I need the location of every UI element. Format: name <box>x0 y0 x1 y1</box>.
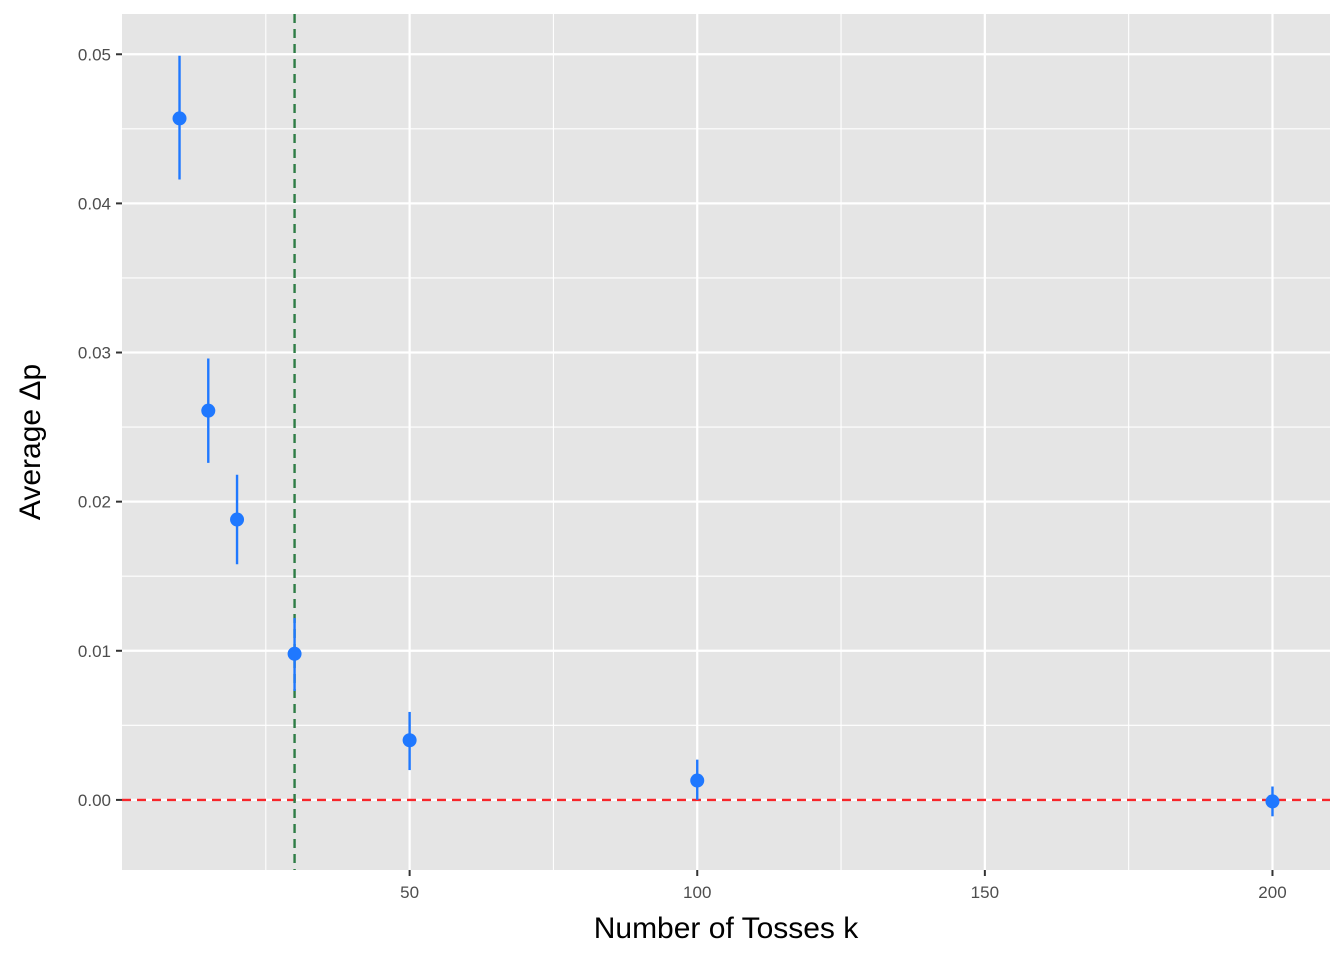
plot-panel <box>122 14 1330 870</box>
data-point <box>1265 794 1280 809</box>
y-axis: 0.00 0.01 0.02 0.03 0.04 0.05 <box>78 45 122 810</box>
data-point <box>230 512 245 527</box>
data-point <box>287 646 302 661</box>
y-tick-label: 0.04 <box>78 194 111 213</box>
x-tick-label: 50 <box>400 883 419 902</box>
data-point <box>402 733 417 748</box>
y-tick-label: 0.03 <box>78 344 111 363</box>
y-tick-label: 0.05 <box>78 45 111 64</box>
x-tick-label: 100 <box>683 883 711 902</box>
reference-lines <box>122 14 1330 870</box>
data-point <box>172 111 187 126</box>
data-point <box>201 403 216 418</box>
x-axis: 50 100 150 200 <box>400 870 1287 902</box>
y-tick-label: 0.01 <box>78 642 111 661</box>
grid-minor <box>122 14 1330 870</box>
data-point <box>690 773 705 788</box>
y-axis-title: Average Δp <box>14 364 47 520</box>
y-tick-label: 0.02 <box>78 493 111 512</box>
x-tick-label: 200 <box>1258 883 1286 902</box>
y-tick-label: 0.00 <box>78 791 111 810</box>
x-tick-label: 150 <box>971 883 999 902</box>
x-axis-title: Number of Tosses k <box>594 912 860 945</box>
data-points <box>172 111 1280 809</box>
